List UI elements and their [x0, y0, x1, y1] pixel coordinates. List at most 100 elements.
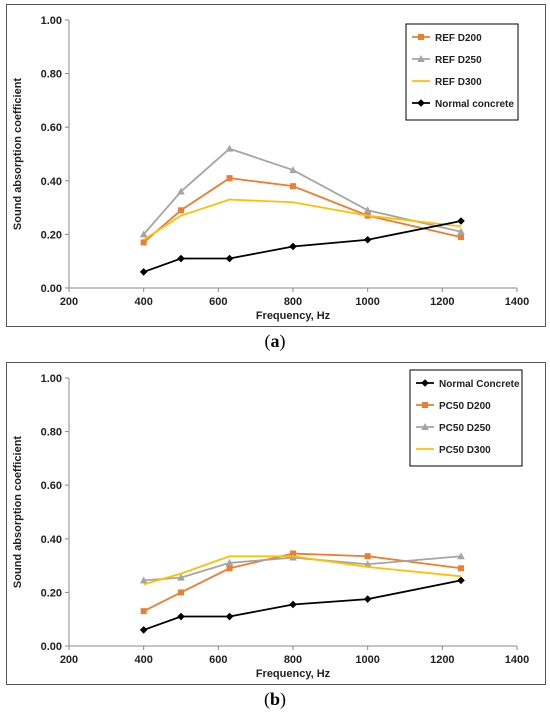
legend-label: Normal Concrete [439, 379, 520, 390]
data-point [226, 175, 233, 182]
x-tick-label: 1000 [355, 296, 379, 308]
series-3 [139, 217, 465, 276]
series-line [143, 198, 462, 241]
y-tick-label: 1.00 [41, 15, 62, 27]
data-point [139, 268, 148, 276]
series-line [143, 220, 462, 273]
data-point [225, 144, 234, 152]
data-point [289, 242, 297, 251]
legend: REF D200 REF D250 REF D300 Normal concrete [405, 23, 519, 121]
data-point [225, 558, 234, 566]
data-point [457, 552, 465, 560]
y-tick-label: 0.20 [41, 587, 62, 599]
data-point [363, 595, 372, 603]
data-point [290, 183, 296, 190]
legend-item: PC50 D250 [416, 423, 491, 434]
legend-item: REF D250 [412, 55, 482, 66]
series-0 [140, 175, 464, 246]
data-point [458, 565, 464, 572]
data-point [177, 254, 185, 263]
legend-box [405, 23, 519, 121]
data-point [226, 565, 233, 572]
legend-item: REF D200 [412, 33, 482, 44]
series-line [143, 555, 462, 582]
legend-marker [417, 99, 425, 107]
legend-label: REF D300 [435, 77, 482, 88]
data-point [458, 234, 464, 241]
data-point [178, 589, 184, 596]
x-axis-title: Frequency, Hz [256, 310, 331, 322]
legend-label: Normal concrete [435, 99, 514, 110]
data-point [139, 576, 148, 584]
legend-label: PC50 D200 [439, 401, 491, 412]
series-line [142, 147, 462, 235]
chart-a: 0.00 0.20 0.40 0.60 0.80 1.00 200 400 600 800 1000… [12, 15, 529, 322]
x-tick-label: 200 [60, 296, 78, 308]
series-1 [139, 144, 465, 238]
y-tick-label: 0.60 [41, 480, 62, 492]
data-point [457, 576, 465, 585]
legend-item: REF D300 [412, 77, 482, 88]
caption-a: (a) [264, 331, 286, 351]
data-point [457, 227, 465, 235]
data-point [178, 207, 184, 214]
data-point [289, 166, 297, 174]
data-point [363, 206, 372, 214]
legend-item: PC50 D200 [416, 401, 491, 412]
y-tick-label: 0.80 [41, 69, 62, 81]
legend-label: REF D200 [435, 33, 482, 44]
chart-panel-a: 0.00 0.20 0.40 0.60 0.80 1.00 200 400 600 800 1000… [6, 4, 546, 327]
data-point [225, 612, 234, 621]
x-tick-label: 200 [60, 654, 78, 666]
y-tick-label: 0.40 [41, 176, 62, 188]
data-point [177, 573, 185, 581]
x-axis-title: Frequency, Hz [256, 668, 331, 680]
data-point [363, 560, 372, 568]
legend: Normal Concrete PC50 D200 PC50 D250 PC50 D3… [409, 369, 523, 467]
x-tick-label: 600 [209, 296, 227, 308]
x-tick-label: 800 [284, 654, 302, 666]
y-tick-label: 1.00 [41, 373, 62, 385]
y-tick-label: 0.20 [41, 229, 62, 241]
series-line [143, 552, 462, 612]
legend-label: PC50 D250 [439, 423, 491, 434]
series-3 [143, 555, 462, 586]
legend-marker [418, 34, 424, 40]
data-point [140, 608, 147, 615]
legend-label: PC50 D300 [439, 445, 491, 456]
data-point [139, 230, 148, 238]
x-tick-label: 800 [284, 296, 302, 308]
x-tick-label: 1200 [430, 296, 454, 308]
x-tick-label: 1400 [505, 296, 529, 308]
series-line [143, 177, 462, 244]
x-tick-label: 1000 [355, 654, 379, 666]
chart-panel-b: 0.00 0.20 0.40 0.60 0.80 1.00 200 400 600 800 1000… [6, 362, 546, 685]
data-point [457, 217, 465, 225]
series-2 [143, 198, 462, 241]
legend-label: REF D250 [435, 55, 482, 66]
y-tick-label: 0.60 [41, 122, 62, 134]
legend-marker [421, 423, 429, 430]
x-tick-label: 400 [134, 296, 152, 308]
caption-a-letter: a [270, 331, 280, 351]
data-point [290, 550, 296, 557]
x-tick-label: 600 [209, 654, 227, 666]
series-0 [139, 576, 465, 634]
data-point [177, 612, 185, 621]
x-tick-label: 400 [134, 654, 152, 666]
data-point [363, 235, 372, 244]
y-tick-label: 0.80 [41, 427, 62, 439]
legend-marker [422, 402, 428, 408]
chart-b: 0.00 0.20 0.40 0.60 0.80 1.00 200 400 600 800 1000… [12, 369, 529, 680]
data-point [364, 553, 371, 560]
data-point [225, 254, 234, 263]
series-line [143, 555, 462, 586]
legend-marker [417, 55, 425, 62]
y-axis-title: Sound absorption coefficient [12, 78, 24, 231]
legend-box [409, 369, 523, 467]
legend-item: Normal concrete [412, 99, 514, 110]
y-tick-label: 0.00 [41, 641, 62, 653]
data-point [139, 626, 148, 634]
data-point [289, 600, 297, 609]
data-point [177, 187, 185, 195]
